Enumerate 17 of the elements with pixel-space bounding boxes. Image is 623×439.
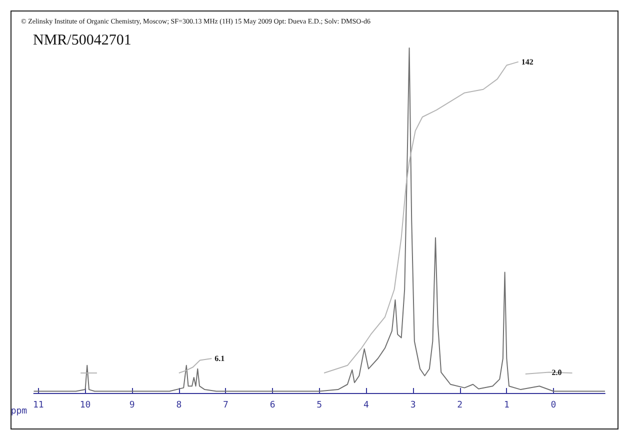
x-tick-label: 8: [176, 400, 182, 410]
x-tick-label: 4: [363, 400, 369, 410]
annotation: 142: [521, 57, 534, 66]
x-tick-label: 7: [223, 400, 228, 410]
x-tick-label: 9: [129, 400, 135, 410]
x-tick-label: 10: [80, 400, 91, 410]
x-tick-label: 6: [270, 400, 276, 410]
x-axis-title: ppm: [10, 406, 28, 416]
x-tick-label: 0: [550, 400, 556, 410]
annotation: 2.0: [552, 368, 562, 377]
x-tick-label: 3: [410, 400, 416, 410]
x-tick-label: 1: [504, 400, 510, 410]
annotation: 6.1: [214, 354, 225, 363]
x-tick-label: 11: [33, 400, 44, 410]
x-tick-label: 5: [316, 400, 322, 410]
x-tick-label: 2: [457, 400, 463, 410]
chart-title: NMR/50042701: [33, 32, 132, 48]
